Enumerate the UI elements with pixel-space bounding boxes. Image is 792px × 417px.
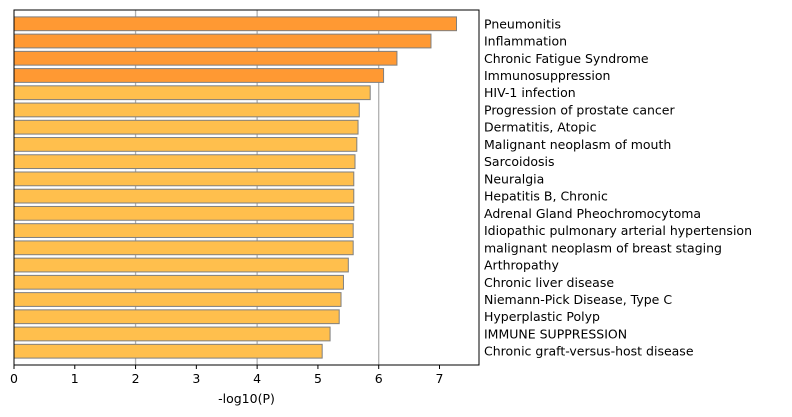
x-tick-label: 5	[314, 371, 322, 386]
category-label: Adrenal Gland Pheochromocytoma	[484, 206, 701, 221]
bar	[13, 137, 358, 152]
category-label: Neuralgia	[484, 171, 544, 186]
category-label: IMMUNE SUPPRESSION	[484, 326, 627, 341]
x-tick-label: 1	[71, 371, 79, 386]
x-tick-label: 4	[253, 371, 261, 386]
category-labels: Pneumonitis Inflammation Chronic Fatigue S…	[484, 16, 752, 358]
category-label: Pneumonitis	[484, 16, 561, 31]
category-label: Hyperplastic Polyp	[484, 309, 600, 324]
bar	[13, 309, 340, 325]
category-label: Dermatitis, Atopic	[484, 120, 597, 135]
x-axis-label: -log10(P)	[218, 391, 275, 406]
bar	[13, 292, 342, 307]
bar	[13, 85, 371, 101]
bar	[13, 240, 354, 256]
x-tick-labels: 0 1 2 3 4 5 6 7	[10, 365, 443, 386]
bar	[13, 16, 458, 32]
category-label: Inflammation	[484, 34, 567, 49]
bar	[13, 205, 355, 221]
category-label: Progression of prostate cancer	[484, 102, 675, 117]
bar	[13, 188, 355, 204]
x-tick-label: 2	[132, 371, 140, 386]
bar	[13, 343, 323, 359]
x-tick-label: 0	[10, 371, 18, 386]
category-label: Chronic graft-versus-host disease	[484, 344, 694, 359]
category-label: Chronic Fatigue Syndrome	[484, 51, 649, 66]
x-tick-label: 6	[375, 371, 383, 386]
category-label: Malignant neoplasm of mouth	[484, 137, 671, 152]
bar	[13, 33, 432, 49]
bar	[13, 326, 331, 342]
category-label: malignant neoplasm of breast staging	[484, 240, 722, 255]
category-label: Sarcoidosis	[484, 154, 555, 169]
category-label: HIV-1 infection	[484, 85, 576, 100]
bar	[13, 171, 355, 187]
category-label: Chronic liver disease	[484, 275, 614, 290]
bar	[13, 274, 344, 290]
bar	[13, 119, 359, 135]
plot-frame	[13, 9, 480, 366]
x-tick-label: 3	[192, 371, 200, 386]
x-tick-label: 7	[436, 371, 444, 386]
bar	[13, 50, 398, 66]
category-label: Niemann-Pick Disease, Type C	[484, 292, 672, 307]
category-label: Hepatitis B, Chronic	[484, 189, 608, 204]
axes	[13, 9, 480, 366]
category-label: Idiopathic pulmonary arterial hypertensi…	[484, 223, 752, 238]
bar	[13, 154, 356, 170]
bar	[13, 257, 349, 273]
bars	[13, 16, 458, 359]
category-label: Immunosuppression	[484, 68, 610, 83]
bar	[13, 102, 360, 118]
category-label: Arthropathy	[484, 258, 559, 273]
bar	[13, 68, 385, 83]
bar	[13, 223, 354, 238]
